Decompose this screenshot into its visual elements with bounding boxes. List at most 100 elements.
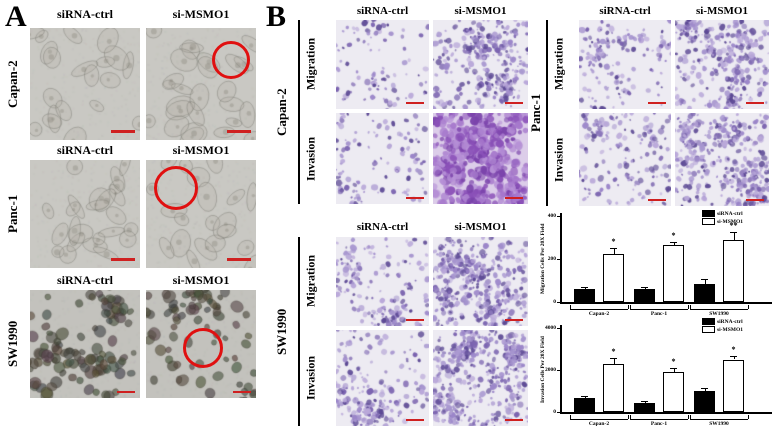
- y-tick-label: 2000: [545, 367, 556, 373]
- column-header-sirna-ctrl: siRNA-ctrl: [57, 7, 113, 21]
- micrograph-capan2-invasion-simsmo1: [433, 113, 528, 204]
- category-bracket: [628, 305, 629, 309]
- micrograph-sw1990-invasion-ctrl: [336, 330, 429, 426]
- x-axis: [560, 412, 772, 414]
- legend-item: siRNA-ctrl: [702, 318, 743, 325]
- assay-label-migration: Migration: [303, 38, 318, 91]
- micrograph-capan2-simsmo1: [146, 28, 256, 140]
- column-header-si-msmo1: si-MSMO1: [172, 7, 230, 21]
- column-header-sirna-ctrl: siRNA-ctrl: [356, 5, 409, 17]
- scale-bar: [505, 319, 523, 321]
- bar-SW1990-siRNA-ctrl: [694, 283, 715, 302]
- category-label: Capan-2: [588, 421, 610, 427]
- scale-bar: [233, 391, 251, 393]
- micrograph-panc1-invasion-ctrl: [579, 113, 671, 206]
- scale-bar: [406, 419, 424, 421]
- category-bracket: [630, 305, 631, 309]
- assay-label-invasion: Invasion: [303, 355, 318, 401]
- scale-bar: [227, 130, 251, 133]
- category-bracket: [628, 415, 629, 419]
- category-label: Panc-1: [650, 421, 668, 427]
- category-bracket: [630, 419, 688, 420]
- y-tick-label: 400: [547, 213, 556, 219]
- category-bracket: [690, 305, 691, 309]
- significance-marker: *: [611, 347, 616, 357]
- micrograph-panc1-simsmo1: [146, 160, 256, 268]
- y-tick: [557, 412, 560, 413]
- micrograph-capan2-invasion-ctrl: [336, 113, 429, 204]
- error-bar-cap: [730, 356, 737, 358]
- category-label: SW1990: [709, 311, 729, 317]
- significance-marker: *: [671, 231, 676, 241]
- scale-bar: [505, 419, 523, 421]
- error-bar-cap: [701, 279, 708, 281]
- error-bar: [673, 367, 675, 373]
- assay-label-invasion: Invasion: [303, 136, 318, 181]
- micrograph-sw1990-simsmo1: [146, 290, 256, 398]
- legend-item: si-MSMO1: [702, 218, 743, 225]
- category-label: Panc-1: [650, 311, 668, 317]
- bar-SW1990-si-MSMO1: [723, 239, 744, 302]
- column-header-sirna-ctrl: siRNA-ctrl: [356, 221, 409, 233]
- column-header-sirna-ctrl: siRNA-ctrl: [57, 273, 113, 287]
- significance-marker: *: [671, 356, 676, 366]
- micrograph-sw1990-migration-simsmo1: [433, 237, 528, 326]
- panel-b-label: B: [266, 0, 287, 33]
- category-bracket: [570, 309, 628, 310]
- y-tick-label: 0: [553, 409, 556, 415]
- category-bracket: [570, 305, 571, 309]
- legend-label: siRNA-ctrl: [717, 318, 743, 325]
- scale-bar: [111, 258, 135, 261]
- y-tick-label: 0: [553, 299, 556, 305]
- bracket-line: [298, 20, 300, 204]
- y-axis: [560, 213, 562, 302]
- column-header-si-msmo1: si-MSMO1: [696, 5, 748, 17]
- legend-swatch: [702, 318, 715, 325]
- bracket-line: [298, 237, 300, 426]
- y-tick-label: 4000: [545, 325, 556, 331]
- category-bracket: [688, 305, 689, 309]
- category-bracket: [748, 305, 749, 309]
- column-header-si-msmo1: si-MSMO1: [454, 5, 507, 17]
- bar-Capan-2-siRNA-ctrl: [574, 398, 595, 412]
- category-bracket: [630, 309, 688, 310]
- scale-bar: [746, 199, 764, 201]
- legend-item: si-MSMO1: [702, 326, 743, 333]
- legend-swatch: [702, 210, 715, 217]
- row-label-capan2: Capan-2: [5, 60, 20, 108]
- column-header-si-msmo1: si-MSMO1: [454, 221, 507, 233]
- category-label: Capan-2: [588, 311, 610, 317]
- bar-Panc-1-si-MSMO1: [663, 245, 684, 302]
- category-bracket: [690, 415, 691, 419]
- category-bracket: [690, 419, 748, 420]
- migration-bar-chart: Migration Cells Per 20X Field 0 200 400 * Ca…: [538, 210, 782, 318]
- error-bar-cap: [610, 248, 617, 250]
- bar-SW1990-siRNA-ctrl: [694, 391, 715, 412]
- bar-SW1990-si-MSMO1: [723, 359, 744, 412]
- y-tick: [557, 370, 560, 371]
- bar-Panc-1-siRNA-ctrl: [634, 289, 655, 302]
- error-bar-cap: [641, 287, 648, 289]
- y-tick-label: 200: [547, 256, 556, 262]
- bracket-line: [546, 20, 548, 206]
- y-tick: [557, 302, 560, 303]
- legend-label: siRNA-ctrl: [717, 210, 743, 217]
- error-bar: [673, 242, 675, 246]
- error-bar: [704, 388, 706, 391]
- scale-bar: [406, 197, 424, 199]
- scale-bar: [227, 258, 251, 261]
- scale-bar: [406, 319, 424, 321]
- assay-label-migration: Migration: [303, 255, 318, 308]
- column-header-si-msmo1: si-MSMO1: [172, 273, 230, 287]
- legend-label: si-MSMO1: [717, 326, 743, 333]
- legend-item: siRNA-ctrl: [702, 210, 743, 217]
- micrograph-capan2-migration-simsmo1: [433, 20, 528, 109]
- micrograph-panc1-migration-simsmo1: [675, 20, 769, 109]
- invasion-bar-chart: Invasion Cells Per 20X Field 0 2000 4000 * C…: [538, 318, 782, 432]
- row-label-panc1: Panc-1: [5, 194, 20, 234]
- column-header-si-msmo1: si-MSMO1: [172, 143, 230, 157]
- category-bracket: [570, 415, 571, 419]
- scale-bar: [111, 130, 135, 133]
- error-bar-cap: [581, 396, 588, 398]
- micrograph-sw1990-ctrl: [30, 290, 140, 398]
